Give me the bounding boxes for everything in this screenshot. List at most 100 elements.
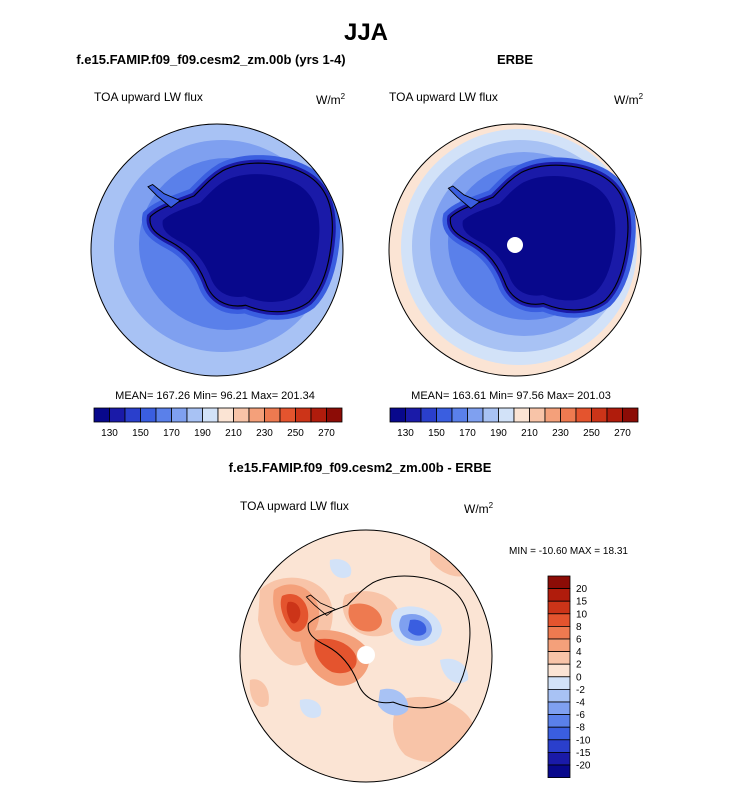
panel-model-border bbox=[90, 123, 344, 377]
colorbar-box bbox=[575, 407, 592, 423]
colorbar-tick-label: 270 bbox=[614, 428, 631, 439]
colorbar-tick-label: 2 bbox=[576, 660, 582, 671]
colorbar-box bbox=[547, 588, 571, 602]
panel-model-units-exp: 2 bbox=[341, 92, 346, 101]
colorbar-tick-label: 210 bbox=[225, 428, 242, 439]
panel-diff-map bbox=[240, 530, 492, 782]
panel-model-units: W/m2 bbox=[316, 92, 346, 107]
colorbar-box bbox=[547, 613, 571, 627]
panel-diff: f.e15.FAMIP.f09_f09.cesm2_zm.00b - ERBE … bbox=[229, 460, 628, 783]
colorbar-box bbox=[295, 407, 312, 423]
colorbar-tick-label: 20 bbox=[576, 584, 588, 595]
colorbar-tick-label: 10 bbox=[576, 609, 588, 620]
panel-model-stats: MEAN= 167.26 Min= 96.21 Max= 201.34 bbox=[115, 390, 315, 402]
colorbar-box bbox=[405, 407, 422, 423]
panel-diff-units-exp: 2 bbox=[489, 501, 494, 510]
panel-obs-variable: TOA upward LW flux bbox=[389, 90, 498, 104]
colorbar-box bbox=[233, 407, 250, 423]
colorbar-tick-label: 150 bbox=[132, 428, 149, 439]
colorbar-tick-label: 230 bbox=[256, 428, 273, 439]
panel-model-variable: TOA upward LW flux bbox=[94, 90, 203, 104]
colorbar-box bbox=[547, 600, 571, 615]
colorbar-box bbox=[171, 407, 188, 423]
colorbar-tick-label: 250 bbox=[583, 428, 600, 439]
colorbar-box bbox=[544, 407, 561, 423]
colorbar-box bbox=[560, 407, 577, 423]
panel-diff-title: f.e15.FAMIP.f09_f09.cesm2_zm.00b - ERBE bbox=[229, 460, 492, 475]
panel-diff-units: W/m2 bbox=[464, 501, 494, 516]
diff-hot-patch bbox=[348, 603, 382, 632]
panel-diff-border bbox=[239, 529, 493, 783]
colorbar-box bbox=[606, 407, 623, 423]
colorbar-box bbox=[140, 407, 157, 423]
colorbar-box bbox=[622, 407, 639, 423]
colorbar-box bbox=[451, 407, 468, 423]
panel-obs: ERBE TOA upward LW flux W/m2 MEAN= 163.6… bbox=[388, 52, 644, 439]
colorbar-box bbox=[326, 407, 343, 423]
colorbar-tick-label: -6 bbox=[576, 710, 585, 721]
panel-obs-colorbar: 130 150 170 190 210 230 250 270 bbox=[389, 407, 639, 439]
colorbar-box bbox=[547, 726, 571, 741]
map-pole-hole bbox=[357, 646, 375, 664]
colorbar-box bbox=[547, 663, 571, 678]
colorbar-box bbox=[547, 752, 571, 766]
colorbar-box bbox=[547, 714, 571, 728]
colorbar-box bbox=[264, 407, 281, 423]
panel-model-colorbar: 130 150 170 190 210 230 250 270 bbox=[93, 407, 343, 439]
colorbar-box bbox=[186, 407, 203, 423]
panel-obs-map bbox=[389, 124, 641, 376]
colorbar-box bbox=[436, 407, 453, 423]
colorbar-box bbox=[513, 407, 530, 423]
panel-diff-units-base: W/m bbox=[464, 502, 489, 516]
colorbar-tick-label: 170 bbox=[459, 428, 476, 439]
colorbar-box bbox=[279, 407, 296, 423]
colorbar-box bbox=[482, 407, 499, 423]
panel-diff-stats: MIN = -10.60 MAX = 18.31 bbox=[509, 546, 628, 557]
colorbar-tick-label: 130 bbox=[101, 428, 118, 439]
colorbar-tick-label: 0 bbox=[576, 672, 582, 683]
diff-colder-patch bbox=[408, 619, 427, 636]
panel-model-map bbox=[91, 124, 343, 376]
colorbar-box bbox=[467, 407, 484, 423]
panel-model-units-base: W/m bbox=[316, 93, 341, 107]
colorbar-box bbox=[547, 638, 571, 653]
colorbar-box bbox=[547, 626, 571, 640]
colorbar-box bbox=[547, 764, 571, 779]
colorbar-box bbox=[498, 407, 515, 423]
colorbar-box bbox=[93, 407, 110, 423]
colorbar-tick-label: 170 bbox=[163, 428, 180, 439]
panel-diff-variable: TOA upward LW flux bbox=[240, 499, 349, 513]
colorbar-tick-label: 8 bbox=[576, 622, 582, 633]
colorbar-tick-label: -15 bbox=[576, 748, 591, 759]
panel-model: f.e15.FAMIP.f09_f09.cesm2_zm.00b (yrs 1-… bbox=[76, 52, 345, 439]
colorbar-box bbox=[547, 676, 571, 690]
colorbar-box bbox=[109, 407, 126, 423]
colorbar-box bbox=[420, 407, 437, 423]
colorbar-tick-label: 270 bbox=[318, 428, 335, 439]
colorbar-box bbox=[547, 651, 571, 665]
colorbar-tick-label: -4 bbox=[576, 698, 585, 709]
colorbar-box bbox=[547, 689, 571, 703]
colorbar-box bbox=[310, 407, 327, 423]
colorbar-box bbox=[547, 575, 571, 590]
colorbar-box bbox=[124, 407, 141, 423]
diff-warm-patch bbox=[249, 679, 269, 708]
colorbar-tick-label: 130 bbox=[397, 428, 414, 439]
colorbar-box bbox=[248, 407, 265, 423]
colorbar-tick-label: -20 bbox=[576, 761, 591, 772]
colorbar-tick-label: -2 bbox=[576, 685, 585, 696]
diff-cool-patch bbox=[299, 699, 322, 719]
colorbar-tick-label: 4 bbox=[576, 647, 582, 658]
colorbar-tick-label: 210 bbox=[521, 428, 538, 439]
colorbar-tick-label: 6 bbox=[576, 635, 582, 646]
colorbar-tick-label: 190 bbox=[194, 428, 211, 439]
colorbar-box bbox=[547, 701, 571, 716]
colorbar-tick-label: 230 bbox=[552, 428, 569, 439]
diff-hotter-patch bbox=[286, 601, 301, 624]
diff-cool-patch bbox=[440, 658, 469, 684]
colorbar-tick-label: -10 bbox=[576, 735, 591, 746]
colorbar-box bbox=[547, 739, 571, 753]
map-pole-hole bbox=[507, 237, 523, 253]
